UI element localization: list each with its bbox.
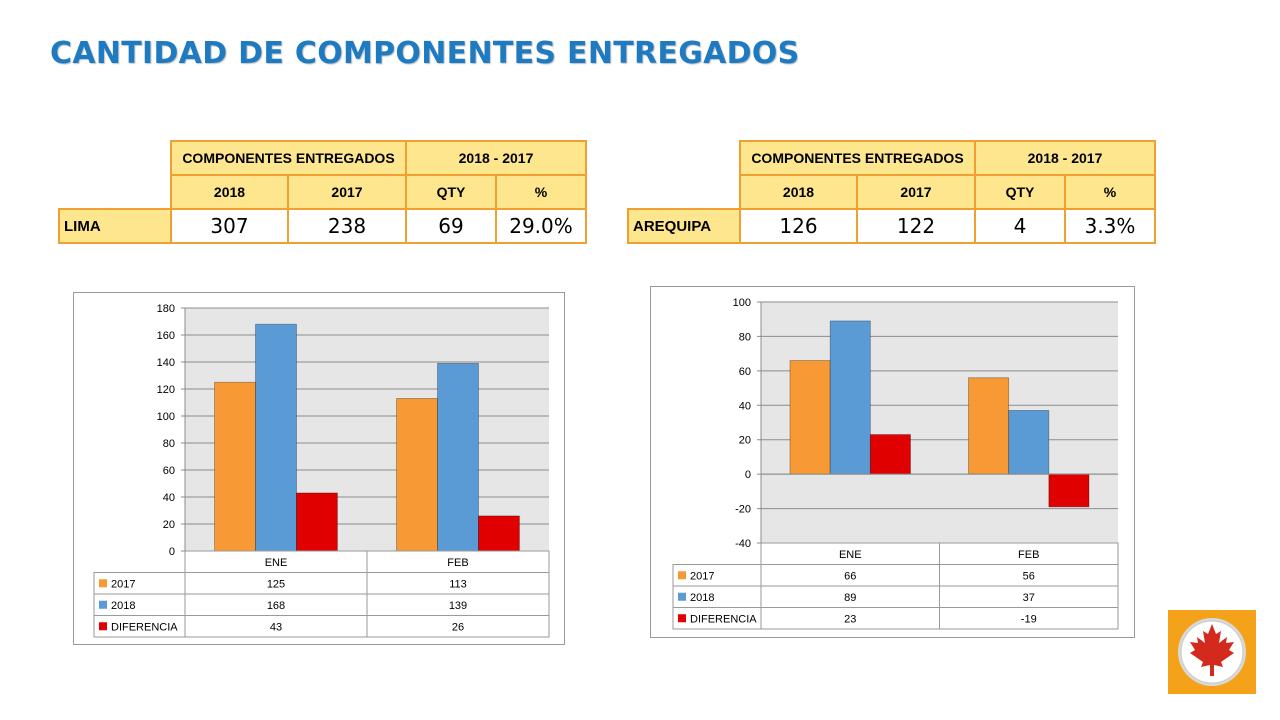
y-tick-label: 140	[157, 357, 175, 369]
value-qty: 69	[405, 208, 497, 244]
y-tick-label: 60	[163, 465, 175, 477]
data-label: 26	[452, 621, 464, 633]
y-tick-label: 100	[733, 297, 751, 309]
chart-lima: 0 20 40 60 80 100 120 140 160 180 ENE FEB 2017 125 113…	[73, 292, 565, 645]
col-2018: 2018	[170, 174, 289, 210]
bar	[1008, 410, 1050, 475]
legend-swatch	[99, 600, 107, 609]
maple-leaf-icon	[1178, 618, 1246, 686]
col-qty: QTY	[405, 174, 497, 210]
chart-arequipa: -40 -20 0 20 40 60 80 100 ENE FEB 2017 66 56 2018 89 37…	[650, 286, 1135, 638]
col-pct: %	[495, 174, 587, 210]
col-2017: 2017	[287, 174, 407, 210]
legend-swatch	[99, 622, 107, 631]
legend-swatch	[678, 614, 686, 623]
data-label: 139	[449, 600, 467, 612]
data-label: 56	[1023, 570, 1035, 582]
city-label: AREQUIPA	[627, 208, 741, 244]
kpi-table-arequipa: COMPONENTES ENTREGADOS 2018 - 2017 2018 …	[627, 140, 1156, 244]
data-label: 89	[844, 592, 856, 604]
data-label: 37	[1023, 592, 1035, 604]
y-tick-label: 40	[163, 492, 175, 504]
value-2018: 307	[170, 208, 289, 244]
col-pct: %	[1064, 174, 1156, 210]
company-logo	[1168, 610, 1256, 694]
legend-label: DIFERENCIA	[111, 621, 178, 633]
bar	[255, 323, 297, 552]
y-tick-label: 20	[739, 435, 751, 447]
bar	[478, 515, 520, 552]
data-label: 66	[844, 570, 856, 582]
legend-label: 2017	[111, 578, 135, 590]
y-tick-label: 80	[163, 438, 175, 450]
page-title: CANTIDAD DE COMPONENTES ENTREGADOS	[50, 36, 800, 71]
legend-swatch	[678, 571, 686, 580]
category-label: FEB	[447, 557, 468, 569]
value-2017: 238	[287, 208, 407, 244]
legend-label: 2018	[690, 592, 714, 604]
bar	[296, 492, 338, 552]
y-tick-label: 60	[739, 366, 751, 378]
data-label: 168	[267, 600, 285, 612]
value-2017: 122	[856, 208, 976, 244]
y-tick-label: -40	[735, 538, 751, 550]
chart-lima-svg: 0 20 40 60 80 100 120 140 160 180 ENE FEB 2017 125 113…	[93, 303, 550, 638]
category-label: ENE	[839, 549, 862, 561]
y-tick-label: -20	[735, 504, 751, 516]
category-label: ENE	[265, 557, 288, 569]
data-label: 23	[844, 613, 856, 625]
bar	[789, 360, 831, 475]
header-range: 2018 - 2017	[974, 140, 1156, 176]
col-2018: 2018	[739, 174, 858, 210]
header-group: COMPONENTES ENTREGADOS	[739, 140, 976, 176]
data-label: 125	[267, 578, 285, 590]
value-pct: 29.0%	[495, 208, 587, 244]
bar	[829, 320, 871, 475]
y-tick-label: 80	[739, 331, 751, 343]
value-qty: 4	[974, 208, 1066, 244]
city-label: LIMA	[58, 208, 172, 244]
col-qty: QTY	[974, 174, 1066, 210]
legend-label: 2018	[111, 600, 135, 612]
legend-label: DIFERENCIA	[690, 613, 757, 625]
bar	[437, 362, 479, 552]
header-range: 2018 - 2017	[405, 140, 587, 176]
bar	[214, 381, 256, 552]
legend-swatch	[99, 579, 107, 588]
legend-label: 2017	[690, 570, 714, 582]
data-label: -19	[1021, 613, 1037, 625]
y-tick-label: 0	[745, 469, 751, 481]
y-tick-label: 40	[739, 400, 751, 412]
bar	[396, 398, 438, 552]
value-pct: 3.3%	[1064, 208, 1156, 244]
data-label: 43	[270, 621, 282, 633]
y-tick-label: 180	[157, 303, 175, 315]
value-2018: 126	[739, 208, 858, 244]
legend-swatch	[678, 592, 686, 601]
y-tick-label: 120	[157, 384, 175, 396]
bar	[869, 434, 911, 475]
data-table-legend	[672, 564, 762, 630]
bar	[968, 377, 1010, 475]
kpi-table-lima: COMPONENTES ENTREGADOS 2018 - 2017 2018 …	[58, 140, 587, 244]
bar	[1048, 473, 1090, 508]
y-tick-label: 0	[169, 546, 175, 558]
col-2017: 2017	[856, 174, 976, 210]
y-tick-label: 100	[157, 411, 175, 423]
category-label: FEB	[1018, 549, 1039, 561]
y-tick-label: 160	[157, 330, 175, 342]
y-tick-label: 20	[163, 519, 175, 531]
header-group: COMPONENTES ENTREGADOS	[170, 140, 407, 176]
chart-arequipa-svg: -40 -20 0 20 40 60 80 100 ENE FEB 2017 66 56 2018 89 37…	[672, 297, 1119, 630]
data-label: 113	[449, 578, 467, 590]
data-table-legend	[93, 572, 186, 638]
